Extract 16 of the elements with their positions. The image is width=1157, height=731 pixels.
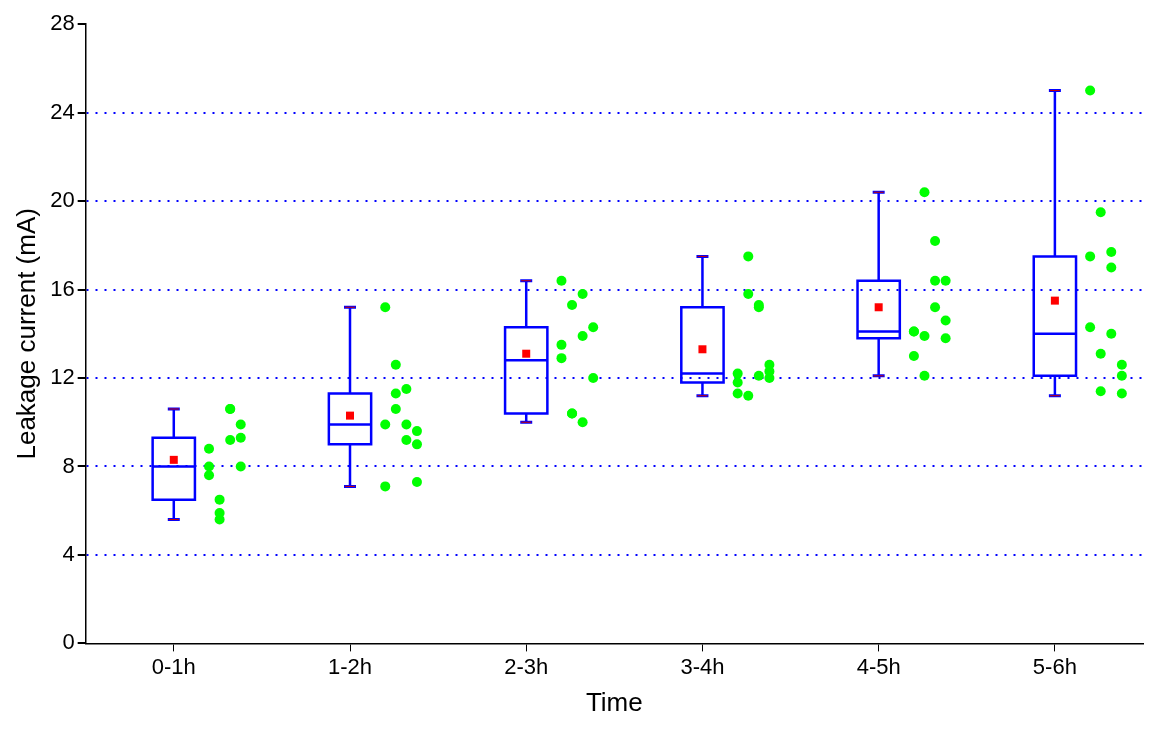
x-tick-label: 4-5h	[856, 653, 901, 679]
y-axis-title: Leakage current (mA)	[10, 208, 41, 460]
y-tick-label: 20	[50, 187, 75, 213]
y-tick-label: 16	[50, 275, 75, 301]
y-tick-label: 28	[50, 10, 75, 36]
x-tick-label: 2-3h	[504, 653, 549, 679]
x-tick-label: 0-1h	[151, 653, 196, 679]
y-tick-label: 0	[62, 629, 75, 655]
x-tick-label: 5-6h	[1032, 653, 1077, 679]
y-tick-label: 12	[50, 364, 75, 390]
x-tick-label: 3-4h	[680, 653, 725, 679]
y-tick-label: 24	[50, 98, 75, 124]
y-tick-label: 4	[62, 541, 75, 567]
y-tick-label: 8	[62, 452, 75, 478]
x-tick-label: 1-2h	[327, 653, 373, 679]
x-axis-title: Time	[585, 686, 643, 717]
